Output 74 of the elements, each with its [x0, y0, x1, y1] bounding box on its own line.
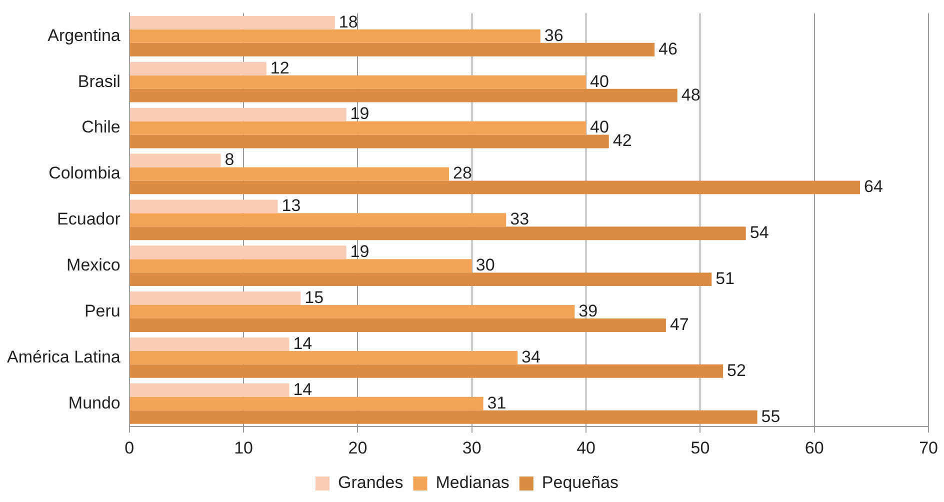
data-label: 19: [350, 242, 370, 262]
data-label: 34: [522, 347, 540, 366]
y-tick-label: Chile: [82, 118, 120, 137]
bar: [130, 134, 609, 148]
data-label: 40: [590, 118, 609, 137]
data-label: 36: [544, 26, 564, 45]
data-label: 47: [670, 314, 689, 334]
bar: [130, 364, 724, 378]
bar: [130, 167, 450, 181]
x-tick-label: 60: [804, 438, 824, 458]
legend-label: Pequeñas: [542, 473, 618, 492]
bar: [130, 200, 278, 214]
y-tick-label: Colombia: [48, 164, 121, 183]
bar: [130, 292, 301, 306]
y-tick-label: América Latina: [7, 347, 121, 366]
data-label: 12: [270, 58, 290, 78]
data-label: 40: [590, 72, 609, 91]
bar: [130, 350, 518, 364]
bar: [130, 305, 575, 319]
x-tick-label: 10: [234, 438, 254, 458]
x-tick-label: 40: [576, 438, 596, 458]
data-label: 55: [761, 406, 780, 426]
data-label: 19: [350, 104, 370, 124]
bar: [130, 75, 586, 89]
x-tick-label: 0: [124, 438, 134, 458]
data-label: 13: [282, 196, 301, 216]
x-tick-label: 70: [919, 438, 938, 458]
bar: [130, 108, 346, 122]
data-label: 14: [293, 334, 312, 353]
bar: [130, 259, 472, 273]
bar: [130, 226, 746, 240]
data-label: 48: [681, 85, 700, 104]
data-label: 52: [727, 360, 746, 380]
data-label: 46: [658, 39, 678, 58]
data-label: 31: [487, 393, 506, 412]
data-label: 28: [453, 164, 472, 183]
bar: [130, 154, 221, 168]
y-tick-label: Mexico: [66, 256, 120, 275]
bar: [130, 42, 655, 56]
x-tick-label: 30: [462, 438, 482, 458]
data-label: 39: [578, 301, 598, 320]
x-tick-label: 50: [690, 438, 710, 458]
y-tick-label: Peru: [84, 301, 120, 320]
y-tick-label: Brasil: [78, 72, 120, 91]
data-label: 54: [750, 223, 769, 242]
data-label: 51: [716, 268, 735, 288]
data-label: 15: [304, 288, 324, 307]
bar: [130, 396, 484, 410]
bar: [130, 318, 666, 332]
bar: [130, 272, 712, 286]
data-label: 64: [864, 177, 883, 196]
bar: [130, 16, 335, 30]
bar: [130, 180, 860, 194]
bar: [130, 29, 540, 43]
bar: [130, 383, 290, 397]
y-tick-label: Argentina: [48, 26, 121, 45]
bar: [130, 88, 678, 102]
bar: [130, 410, 758, 424]
data-label: 8: [224, 150, 234, 170]
y-tick-label: Mundo: [68, 393, 120, 412]
data-label: 30: [476, 256, 495, 275]
data-label: 14: [293, 380, 312, 399]
x-tick-label: 20: [348, 438, 368, 458]
legend-label: Grandes: [338, 473, 404, 492]
data-label: 18: [338, 12, 358, 32]
data-label: 33: [510, 210, 530, 229]
bar: [130, 213, 506, 227]
bar: [130, 121, 586, 135]
legend-label: Medianas: [436, 473, 510, 492]
bar: [130, 246, 346, 260]
y-tick-label: Ecuador: [57, 210, 121, 229]
bar: [130, 337, 290, 351]
bar: [130, 62, 266, 76]
data-label: 42: [612, 131, 632, 150]
